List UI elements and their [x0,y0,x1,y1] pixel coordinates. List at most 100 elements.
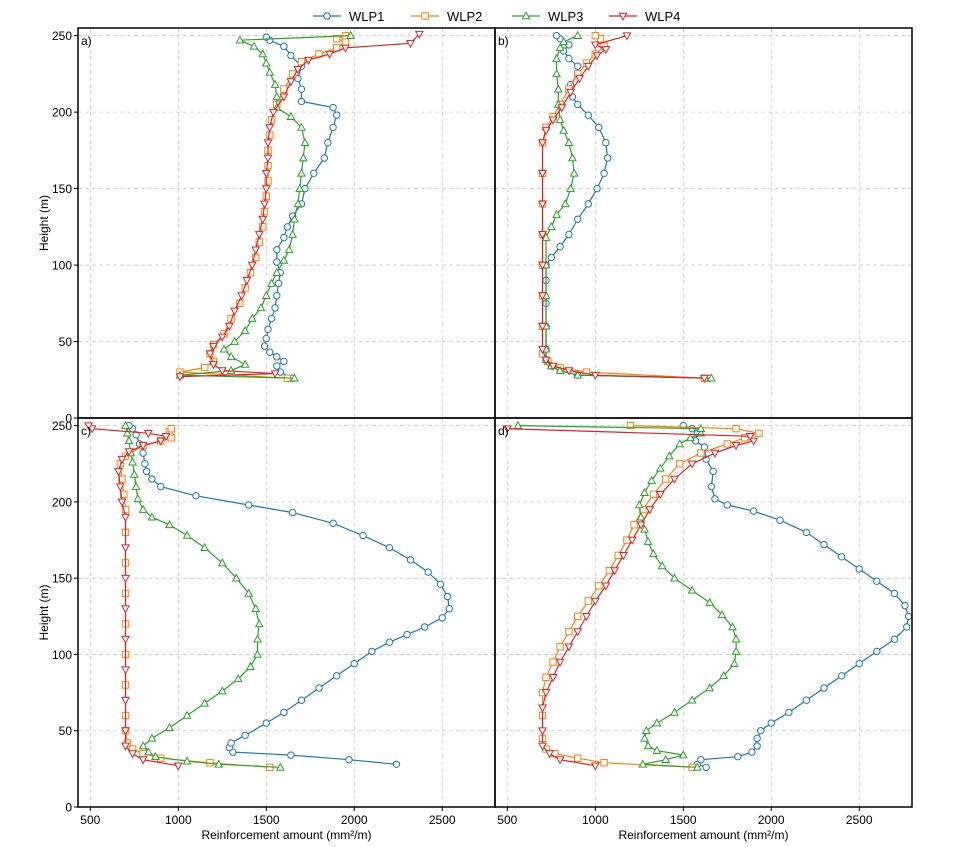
point-wlp3 [214,759,224,768]
point-wlp2 [595,582,603,590]
point-wlp3 [655,463,665,472]
point-wlp2 [542,673,550,682]
point-wlp3 [641,725,651,735]
point-wlp1 [403,630,411,639]
point-wlp2 [676,460,684,468]
point-wlp1 [244,501,253,509]
x-tick-label: 1000 [165,813,192,827]
point-wlp4 [538,292,547,301]
legend-marker [421,12,429,20]
point-wlp3 [217,686,227,695]
point-wlp4 [557,104,567,113]
point-wlp1 [436,580,445,588]
point-wlp3 [717,609,727,619]
legend-entry-wlp4: WLP4 [609,9,680,24]
point-wlp3 [541,232,551,241]
point-wlp1 [890,635,899,643]
point-wlp1 [132,431,140,439]
point-wlp4 [538,139,547,148]
point-wlp4 [121,666,130,675]
point-wlp4 [263,139,273,148]
point-wlp4 [538,727,547,736]
panel-b: b) [494,27,913,419]
point-wlp4 [293,65,303,75]
point-wlp1 [280,708,288,717]
point-wlp1 [280,233,288,242]
point-wlp4 [84,422,93,431]
point-wlp3 [728,622,737,631]
point-wlp1 [602,139,610,147]
series-line-wlp1 [128,425,450,765]
point-wlp4 [575,75,584,84]
point-wlp1 [288,508,297,517]
point-wlp3 [638,759,648,768]
point-wlp1 [890,589,899,598]
point-wlp1 [280,42,288,51]
point-wlp3 [165,722,174,731]
point-wlp1 [903,623,911,631]
point-wlp3 [652,718,662,727]
point-wlp2 [167,424,175,433]
point-wlp4 [619,551,628,561]
point-wlp3 [670,573,679,582]
point-wlp1 [573,215,582,223]
point-wlp2 [341,38,350,46]
panel-label: b) [498,34,509,48]
point-wlp4 [731,442,741,451]
point-wlp3 [678,750,688,759]
point-wlp4 [502,425,512,434]
point-wlp1 [266,348,274,356]
x-tick-label: 2500 [429,813,456,827]
point-wlp1 [702,763,710,772]
point-wlp2 [200,363,209,372]
point-wlp1 [711,495,719,503]
y-tick-label: 250 [52,29,72,43]
x-tick-label: 1000 [582,813,609,827]
point-wlp4 [117,455,127,465]
point-wlp3 [251,603,261,612]
x-tick-label: 2500 [846,813,873,827]
point-wlp1 [320,154,329,162]
point-wlp4 [538,742,547,751]
point-wlp3 [286,111,296,121]
point-wlp4 [114,468,123,477]
point-wlp1 [785,708,793,717]
point-wlp3 [553,84,563,93]
x-tick-label: 2000 [758,813,785,827]
point-wlp4 [205,350,215,359]
point-wlp1 [855,659,863,668]
point-wlp4 [138,442,148,451]
point-wlp4 [627,536,637,545]
point-wlp4 [279,93,289,102]
point-wlp1 [262,334,270,343]
point-wlp3 [687,585,697,594]
point-wlp3 [661,754,671,764]
y-tick-label: 100 [52,648,72,662]
panel-c: c) 0 50 100 150 200 250 500 1000 1500 2000 2500 Heig… [37,417,496,842]
point-wlp1 [904,612,912,621]
x-tick-label: 1500 [253,813,280,827]
point-wlp1 [700,443,709,451]
point-wlp4 [555,756,565,765]
point-wlp4 [325,50,335,59]
point-wlp3 [566,183,576,192]
point-wlp3 [297,122,306,131]
point-wlp1 [855,565,863,573]
point-wlp4 [590,597,600,606]
point-wlp1 [873,577,881,585]
point-wlp3 [346,30,356,39]
point-wlp4 [121,742,130,751]
x-tick-label: 2000 [341,813,368,827]
point-wlp3 [289,214,299,223]
point-wlp1 [280,357,288,366]
point-wlp2 [591,31,599,40]
point-wlp1 [329,103,337,112]
point-wlp4 [622,32,632,41]
point-wlp3 [133,494,143,503]
series-line-wlp2 [541,425,762,768]
point-wlp3 [200,542,210,551]
point-wlp1 [148,475,156,483]
y-tick-label: 150 [52,182,72,196]
point-wlp3 [300,137,310,147]
point-wlp1 [584,111,592,119]
